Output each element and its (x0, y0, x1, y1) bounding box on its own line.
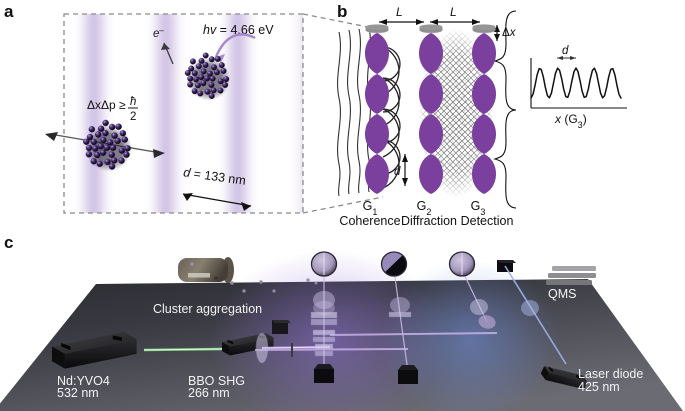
svg-text:266 nm: 266 nm (188, 386, 230, 400)
svg-text:Laser diode: Laser diode (578, 367, 643, 381)
svg-text:532 nm: 532 nm (57, 386, 99, 400)
svg-text:QMS: QMS (548, 287, 576, 301)
svg-text:425 nm: 425 nm (578, 380, 620, 394)
svg-text:Cluster aggregation: Cluster aggregation (153, 302, 262, 316)
